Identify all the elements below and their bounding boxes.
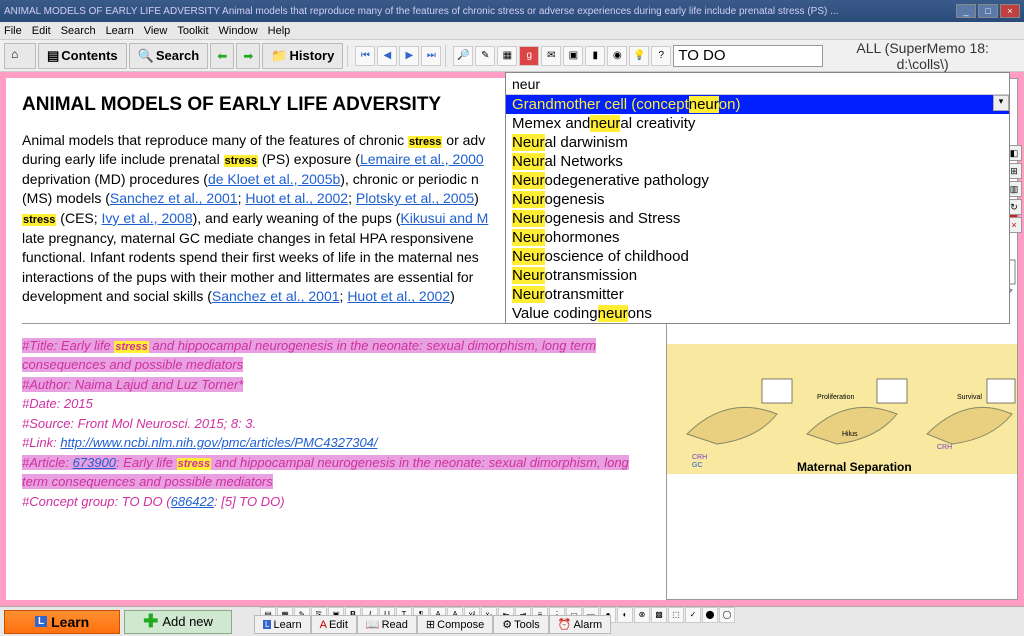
concept-id-link[interactable]: 686422 [171, 494, 214, 509]
autocomplete-item[interactable]: Neurogenesis and Stress [506, 209, 1009, 228]
ref-link[interactable]: de Kloet et al., 2005b [208, 171, 340, 187]
menu-window[interactable]: Window [219, 25, 258, 37]
plus-icon: ✚ [143, 611, 158, 632]
tool-b-button[interactable]: ▦ [497, 46, 517, 66]
nav-fwd-button[interactable]: ➡ [236, 43, 260, 69]
svg-text:CRH: CRH [937, 444, 952, 451]
nav-last-button[interactable]: ⏭ [421, 46, 441, 66]
mail-button[interactable]: ✉ [541, 46, 561, 66]
history-button[interactable]: 📁History [262, 43, 343, 69]
meta-block: #Title: Early life stress and hippocampa… [22, 323, 650, 512]
menu-file[interactable]: File [4, 25, 22, 37]
path-label: ALL (SuperMemo 18: d:\colls\) [825, 40, 1020, 72]
nav-next-button[interactable]: ▶ [399, 46, 419, 66]
nav-prev-button[interactable]: ◀ [377, 46, 397, 66]
home-button[interactable]: ⌂ [4, 43, 36, 69]
menu-edit[interactable]: Edit [32, 25, 51, 37]
zoom-button[interactable]: 🔎 [453, 46, 473, 66]
ref-link[interactable]: Huot et al., 2002 [347, 288, 450, 304]
svg-text:Maternal Separation: Maternal Separation [797, 460, 912, 474]
contents-button[interactable]: ▤Contents [38, 43, 127, 69]
home-icon: ⌂ [11, 47, 29, 65]
autocomplete-item[interactable]: Neurotransmission [506, 266, 1009, 285]
ref-link[interactable]: Sanchez et al., 2001 [110, 190, 238, 206]
add-new-button[interactable]: ✚Add new [124, 610, 232, 634]
highlight-stress: stress [408, 136, 442, 148]
book-icon: ▤ [47, 48, 59, 64]
tab-tools[interactable]: ⚙Tools [493, 615, 549, 634]
autocomplete-popup: Grandmother cell (concept neuron)Memex a… [505, 72, 1010, 324]
source-link[interactable]: http://www.ncbi.nlm.nih.gov/pmc/articles… [60, 435, 377, 450]
fmt-button[interactable]: ✓ [685, 607, 701, 623]
tool-e-button[interactable]: ◉ [607, 46, 627, 66]
menu-help[interactable]: Help [268, 25, 291, 37]
ref-link[interactable]: Ivy et al., 2008 [102, 210, 193, 226]
fmt-button[interactable]: ◐ [617, 607, 633, 623]
tab-edit[interactable]: AEdit [311, 615, 357, 634]
nav-first-button[interactable]: ⏮ [355, 46, 375, 66]
autocomplete-item[interactable]: Memex and neural creativity [506, 114, 1009, 133]
autocomplete-item[interactable]: Grandmother cell (concept neuron) [506, 95, 1009, 114]
nav-back-button[interactable]: ⬅ [210, 43, 234, 69]
menu-toolkit[interactable]: Toolkit [177, 25, 208, 37]
menu-view[interactable]: View [144, 25, 168, 37]
autocomplete-item[interactable]: Neural Networks [506, 152, 1009, 171]
tab-learn[interactable]: LLearn [254, 615, 311, 634]
titlebar-text: ANIMAL MODELS OF EARLY LIFE ADVERSITY An… [4, 6, 956, 17]
svg-text:GC: GC [692, 462, 703, 469]
search-button[interactable]: 🔍Search [129, 43, 209, 69]
tool-f-button[interactable]: ? [651, 46, 671, 66]
autocomplete-item[interactable]: Value coding neurons [506, 304, 1009, 323]
binoculars-icon: 🔍 [138, 48, 154, 64]
main-area: ANIMAL MODELS OF EARLY LIFE ADVERSITY An… [0, 72, 1024, 606]
svg-text:Hilus: Hilus [842, 431, 858, 438]
learn-icon: L [35, 616, 47, 627]
fmt-button[interactable]: ⬚ [668, 607, 684, 623]
menubar: File Edit Search Learn View Toolkit Wind… [0, 22, 1024, 40]
autocomplete-item[interactable]: Neurohormones [506, 228, 1009, 247]
titlebar: ANIMAL MODELS OF EARLY LIFE ADVERSITY An… [0, 0, 1024, 22]
tab-compose[interactable]: ⊞Compose [417, 615, 493, 634]
ref-link[interactable]: Kikusui and M [400, 210, 488, 226]
autocomplete-item[interactable]: Neurogenesis [506, 190, 1009, 209]
fmt-button[interactable]: ▩ [651, 607, 667, 623]
bulb-button[interactable]: 💡 [629, 46, 649, 66]
autocomplete-item[interactable]: Neuroscience of childhood [506, 247, 1009, 266]
ref-link[interactable]: Sanchez et al., 2001 [212, 288, 340, 304]
tool-g-button[interactable]: g [519, 46, 539, 66]
tool-a-button[interactable]: ✎ [475, 46, 495, 66]
tool-d-button[interactable]: ▮ [585, 46, 605, 66]
slot-input[interactable] [673, 45, 823, 67]
learn-button[interactable]: LLearn [4, 610, 120, 634]
mode-tabs: LLearn AEdit 📖Read ⊞Compose ⚙Tools ⏰Alar… [254, 615, 611, 634]
fmt-button[interactable]: ⬤ [702, 607, 718, 623]
folder-icon: 📁 [271, 48, 287, 64]
bottombar: LLearn ✚Add new ▤▦✎⎘▣ BIU T¶ AAx²x₂ ⇤⇥ ≡… [0, 606, 1024, 636]
tool-c-button[interactable]: ▣ [563, 46, 583, 66]
autocomplete-item[interactable]: Neurotransmitter [506, 285, 1009, 304]
menu-learn[interactable]: Learn [106, 25, 134, 37]
dropdown-arrow-icon[interactable]: ▾ [993, 95, 1009, 111]
fmt-button[interactable]: ⊗ [634, 607, 650, 623]
menu-search[interactable]: Search [61, 25, 96, 37]
ref-link[interactable]: Lemaire et al., 2000 [360, 151, 484, 167]
tab-alarm[interactable]: ⏰Alarm [549, 615, 611, 634]
minimize-button[interactable]: _ [956, 4, 976, 18]
autocomplete-input[interactable] [506, 73, 1009, 95]
svg-text:Proliferation: Proliferation [817, 394, 854, 401]
svg-text:Survival: Survival [957, 394, 982, 401]
fmt-button[interactable]: ◯ [719, 607, 735, 623]
close-button[interactable]: × [1000, 4, 1020, 18]
svg-text:CRH: CRH [692, 454, 707, 461]
maximize-button[interactable]: □ [978, 4, 998, 18]
autocomplete-item[interactable]: Neurodegenerative pathology [506, 171, 1009, 190]
ref-link[interactable]: Huot et al., 2002 [245, 190, 348, 206]
tab-read[interactable]: 📖Read [357, 615, 417, 634]
autocomplete-item[interactable]: Neural darwinism [506, 133, 1009, 152]
article-id-link[interactable]: 673900 [73, 455, 116, 470]
toolbar: ⌂ ▤Contents 🔍Search ⬅ ➡ 📁History ⏮ ◀ ▶ ⏭… [0, 40, 1024, 72]
ref-link[interactable]: Plotsky et al., 2005 [356, 190, 474, 206]
